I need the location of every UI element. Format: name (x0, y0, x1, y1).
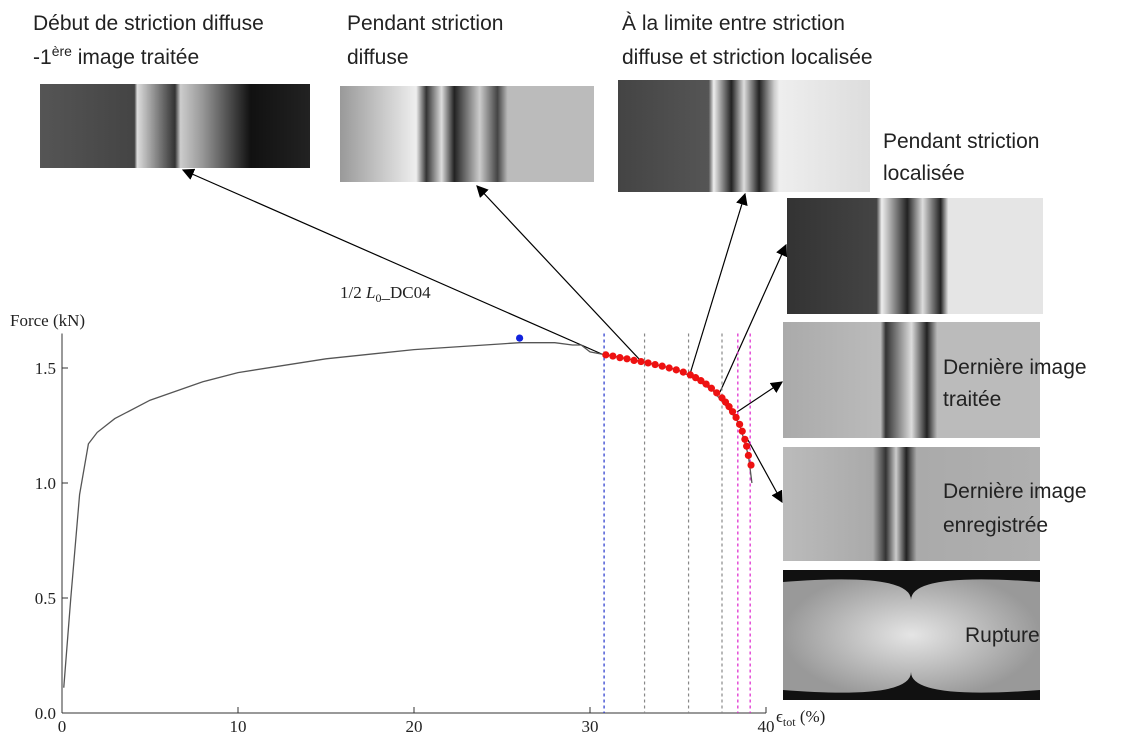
data-point (747, 461, 755, 469)
data-point (743, 442, 751, 450)
image-shadow (783, 570, 1040, 700)
caption: À la limite entre striction (622, 12, 845, 35)
y-tick-label: 1.0 (35, 474, 56, 493)
image (783, 322, 1040, 438)
caption: Pendant striction (883, 130, 1039, 153)
x-tick-label: 0 (58, 717, 67, 736)
caption: diffuse (347, 46, 409, 69)
y-tick-label: 0.5 (35, 589, 56, 608)
caption: Début de striction diffuse (33, 12, 264, 35)
y-tick-label: 1.5 (35, 359, 56, 378)
caption: Rupture (965, 624, 1040, 647)
data-point (609, 352, 617, 360)
image (618, 80, 870, 192)
y-axis-label: Force (kN) (10, 311, 85, 330)
arrow (476, 185, 641, 361)
caption: traitée (943, 388, 1001, 411)
data-point (602, 351, 610, 359)
label-sub: 0 (375, 291, 381, 305)
label-part: L (365, 283, 375, 302)
x-tick-label: 10 (230, 717, 247, 736)
data-point (658, 362, 666, 370)
specimen-images (40, 80, 1043, 700)
image (783, 447, 1040, 561)
data-point (516, 334, 524, 342)
label-part: _DC04 (380, 283, 431, 302)
data-point (732, 413, 740, 422)
x-axis-label: ϵtot (%) (776, 707, 825, 729)
specimen-label: 1/2 L0_DC04 (340, 283, 431, 305)
label-sub: tot (783, 715, 796, 729)
arrow (719, 243, 788, 393)
data-point (741, 435, 749, 443)
data-point (644, 359, 652, 367)
data-point (692, 374, 700, 382)
image (787, 198, 1043, 314)
label-part: (%) (796, 707, 826, 726)
arrows (181, 168, 788, 504)
caption: enregistrée (943, 514, 1048, 537)
caption-part: image traitée (72, 46, 199, 69)
data-point (623, 355, 631, 363)
plot: 0.0 0.5 1.0 1.5 0 10 20 30 40 (35, 333, 775, 736)
y-tick-label: 0.0 (35, 704, 56, 723)
data-point (665, 364, 673, 372)
caption: localisée (883, 162, 965, 185)
image (340, 86, 594, 182)
arrow (747, 439, 783, 504)
arrow (181, 168, 605, 356)
data-point (702, 380, 710, 388)
data-point (744, 451, 753, 459)
data-point (707, 384, 716, 392)
caption: -1ère image traitée (33, 43, 199, 69)
data-point (728, 408, 737, 416)
data-point (637, 357, 645, 366)
data-point (686, 371, 694, 379)
data-point (630, 356, 638, 365)
arrow (736, 381, 783, 413)
data-point (738, 427, 746, 435)
captions: Début de striction diffuse -1ère image t… (33, 12, 1087, 647)
x-tick-label: 20 (406, 717, 423, 736)
caption: Dernière image (943, 480, 1087, 503)
data-point (697, 377, 705, 385)
label-part: 1/2 (340, 283, 366, 302)
caption: diffuse et striction localisée (622, 46, 873, 69)
arrow (689, 192, 748, 375)
data-point (679, 368, 687, 376)
caption: Pendant striction (347, 12, 503, 35)
data-point (616, 354, 624, 362)
image (40, 84, 310, 168)
data-point (725, 403, 733, 411)
x-tick-label: 40 (758, 717, 775, 736)
caption: Dernière image (943, 356, 1087, 379)
caption-sup: ère (52, 43, 72, 59)
x-tick-label: 30 (582, 717, 599, 736)
force-curve (63, 342, 753, 688)
data-point (672, 366, 680, 374)
label-part: ϵ (776, 707, 783, 726)
caption-part: -1 (33, 46, 52, 69)
data-point (651, 360, 659, 369)
data-point (736, 420, 744, 428)
data-point (713, 389, 721, 397)
